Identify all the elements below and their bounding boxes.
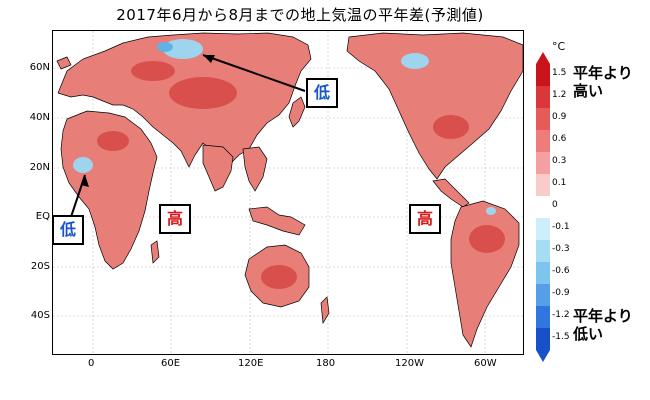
map-title: 2017年6月から8月までの地上気温の平年差(予測値) — [116, 6, 484, 24]
south-america-hot-region — [469, 225, 505, 253]
south-america-landmass — [450, 200, 520, 348]
legend-caption-high: 平年より 高い — [573, 64, 633, 100]
new-zealand-landmass — [320, 296, 330, 325]
europe-hot-region — [131, 61, 175, 81]
siberia-pointer-arrow — [202, 54, 306, 92]
colorbar-segment — [536, 152, 550, 174]
colorbar-segment — [536, 306, 550, 328]
north-america-landmass — [346, 32, 523, 180]
colorbar-tick-label: -1.2 — [552, 310, 570, 320]
colorbar-segment — [536, 64, 550, 86]
lon-label-120e: 120E — [238, 358, 264, 369]
anomaly-map-svg — [53, 31, 523, 354]
lat-label-40n: 40N — [29, 112, 50, 123]
colorbar-top-arrow — [536, 52, 550, 64]
colorbar-segment — [536, 218, 550, 240]
anomaly-map — [52, 30, 524, 355]
eurasia-hot-region — [169, 77, 237, 109]
lat-label-20n: 20N — [29, 162, 50, 173]
lat-label-eq: EQ — [35, 211, 50, 222]
west-africa-pointer-arrow — [70, 174, 89, 218]
colorbar-tick-label: 0.1 — [552, 178, 567, 188]
colorbar-tick-label: -0.3 — [552, 244, 570, 254]
high-anomaly-label-pacific: 高 — [409, 204, 441, 234]
colorbar-tick-label: -0.6 — [552, 266, 570, 276]
colorbar-tick-label: -0.9 — [552, 288, 570, 298]
maritime-continent — [248, 206, 306, 236]
lon-label-180: 180 — [316, 358, 336, 369]
colorbar-bottom-arrow — [536, 350, 550, 362]
siberia-cool-region — [163, 39, 203, 59]
lon-label-60w: 60W — [474, 358, 497, 369]
lat-label-60n: 60N — [29, 62, 50, 73]
lat-label-20s: 20S — [30, 261, 50, 272]
colorbar-segment — [536, 130, 550, 152]
colorbar-segment — [536, 174, 550, 196]
india-landmass — [202, 144, 234, 192]
madagascar-landmass — [150, 240, 160, 264]
colorbar-tick-label: 0.6 — [552, 134, 567, 144]
japan-landmass — [288, 96, 306, 128]
low-anomaly-label-west-africa: 低 — [52, 215, 84, 245]
colorbar-segment — [536, 86, 550, 108]
lon-label-60e: 60E — [161, 358, 181, 369]
guiana-cool-region — [486, 207, 496, 215]
colorbar-segment — [536, 262, 550, 284]
colorbar-tick-label: 1.2 — [552, 90, 567, 100]
iceland-landmass — [56, 56, 72, 70]
australia-hot-region — [261, 265, 297, 289]
low-anomaly-label-siberia: 低 — [306, 78, 338, 108]
high-anomaly-label-indian-ocean: 高 — [159, 204, 191, 234]
colorbar-tick-label: 1.5 — [552, 68, 567, 78]
legend-unit: °C — [552, 40, 566, 53]
colorbar-segment — [536, 240, 550, 262]
colorbar-tick-label: 0.9 — [552, 112, 567, 122]
colorbar-tick-label: 0 — [552, 200, 558, 210]
colorbar-tick-label: 0.3 — [552, 156, 567, 166]
southeast-asia-landmass — [242, 146, 268, 192]
colorbar-segment — [536, 108, 550, 130]
lat-label-40s: 40S — [30, 310, 50, 321]
siberia-cold-core — [157, 42, 173, 52]
colorbar-tick-label: -1.5 — [552, 332, 570, 342]
lon-label-120w: 120W — [395, 358, 424, 369]
canada-cool-region — [401, 53, 429, 69]
colorbar-segment — [536, 328, 550, 350]
colorbar-segment — [536, 284, 550, 306]
west-africa-cool-region — [73, 157, 93, 173]
central-america-landmass — [432, 178, 470, 208]
africa-landmass — [60, 110, 158, 270]
colorbar-segment — [536, 196, 550, 218]
sahara-hot-region — [97, 131, 129, 151]
usa-hot-region — [433, 115, 469, 139]
legend-caption-low: 平年より 低い — [573, 307, 633, 343]
colorbar — [536, 52, 550, 362]
colorbar-tick-label: -0.1 — [552, 222, 570, 232]
lon-label-0: 0 — [88, 358, 95, 369]
